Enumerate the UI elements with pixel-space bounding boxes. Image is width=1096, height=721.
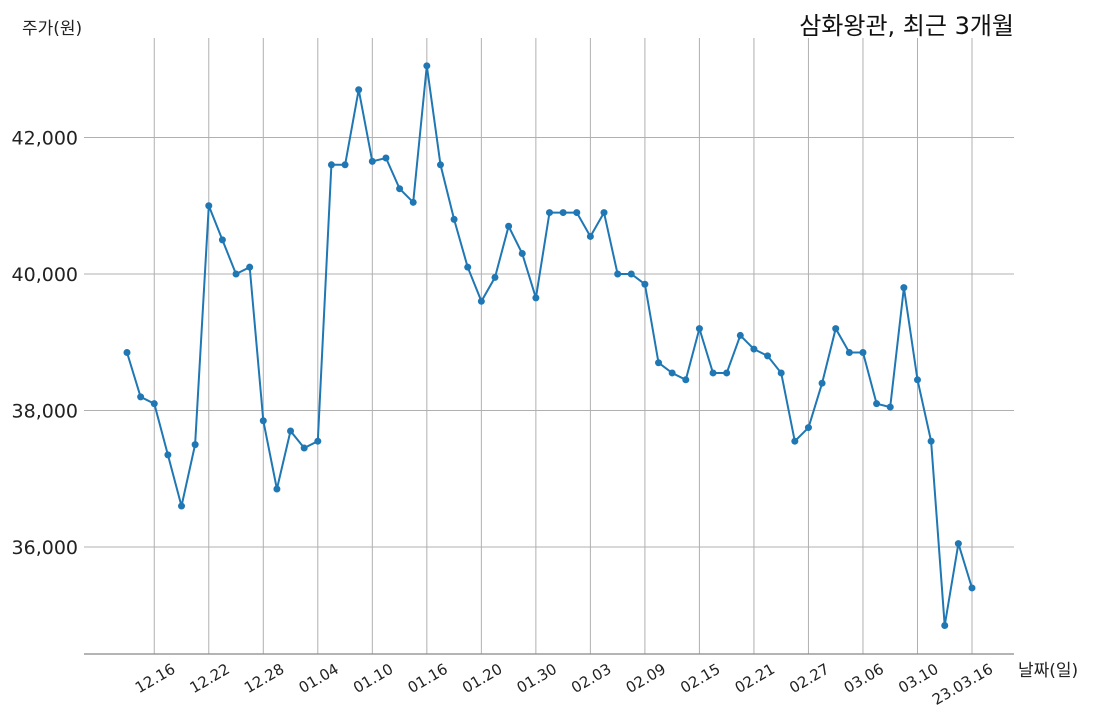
y-tick-label: 40,000 <box>12 264 78 286</box>
data-point <box>682 376 690 384</box>
data-point-markers <box>123 62 976 629</box>
data-point <box>723 369 731 377</box>
data-point <box>423 62 431 70</box>
x-tick-label: 01.30 <box>514 660 560 697</box>
data-point <box>818 379 826 387</box>
data-point <box>954 540 962 548</box>
data-point <box>655 359 663 367</box>
data-point <box>491 273 499 281</box>
data-point <box>586 232 594 240</box>
data-point <box>900 284 908 292</box>
data-point <box>627 270 635 278</box>
data-point <box>409 198 417 206</box>
data-point <box>191 441 199 449</box>
data-point <box>559 209 567 217</box>
data-point <box>464 263 472 271</box>
y-axis-label: 주가(원) <box>22 19 83 39</box>
data-point <box>546 209 553 217</box>
data-point <box>518 250 526 258</box>
data-point <box>709 369 717 377</box>
data-point <box>736 331 744 339</box>
data-point <box>232 270 240 278</box>
data-point <box>927 437 935 445</box>
data-point <box>218 236 226 244</box>
data-point <box>178 502 186 510</box>
y-axis-ticks: 36,000 38,000 40,000 42,000 <box>12 128 78 560</box>
y-tick-label: 42,000 <box>12 128 78 150</box>
data-point <box>804 424 812 432</box>
x-tick-label: 02.03 <box>568 660 614 697</box>
data-point <box>941 621 949 629</box>
data-point <box>273 485 281 493</box>
y-tick-label: 36,000 <box>12 537 78 559</box>
data-point <box>750 345 758 353</box>
data-point <box>668 369 676 377</box>
x-tick-label: 12.22 <box>187 660 233 697</box>
data-point <box>137 393 145 401</box>
data-point <box>259 417 267 425</box>
data-point <box>368 157 376 165</box>
x-tick-label: 01.16 <box>405 660 451 697</box>
x-axis-ticks: 12.16 12.22 12.28 01.04 01.10 01.16 01.20 01.30… <box>132 660 996 709</box>
data-point <box>777 369 785 377</box>
x-tick-label: 01.04 <box>296 660 342 697</box>
data-point <box>913 376 921 384</box>
data-point <box>164 451 172 459</box>
x-axis-label: 날짜(일) <box>1018 661 1079 681</box>
data-point <box>791 437 799 445</box>
data-point <box>764 352 772 360</box>
x-tick-label: 01.10 <box>350 660 396 697</box>
grid-lines <box>84 38 1014 654</box>
data-point <box>600 209 608 217</box>
data-point <box>859 348 867 356</box>
data-point <box>505 222 513 230</box>
data-point <box>477 297 485 305</box>
x-tick-label: 01.20 <box>459 660 505 697</box>
x-tick-label: 23.03.16 <box>929 660 996 709</box>
data-point <box>641 280 649 288</box>
x-tick-label: 02.27 <box>786 660 832 697</box>
data-point <box>573 209 581 217</box>
data-point <box>123 348 131 356</box>
x-tick-label: 12.28 <box>241 660 287 697</box>
data-point <box>968 584 976 592</box>
data-point <box>287 427 295 435</box>
price-line <box>126 65 973 626</box>
data-point <box>314 437 322 445</box>
data-point <box>150 400 158 408</box>
data-point <box>450 215 458 223</box>
data-point <box>886 403 894 411</box>
data-point <box>695 325 703 333</box>
data-point <box>246 263 254 271</box>
data-point <box>532 294 540 302</box>
data-point <box>832 325 840 333</box>
x-tick-label: 03.06 <box>841 660 887 697</box>
chart-title: 삼화왕관, 최근 3개월 <box>799 12 1014 40</box>
data-point <box>205 202 213 210</box>
data-point <box>300 444 308 452</box>
data-point <box>327 161 335 169</box>
data-point <box>382 154 390 162</box>
data-point <box>355 86 363 94</box>
y-tick-label: 38,000 <box>12 401 78 423</box>
data-point <box>614 270 622 278</box>
data-point <box>341 161 349 169</box>
x-tick-label: 12.16 <box>132 660 178 697</box>
data-point <box>436 161 444 169</box>
data-point <box>845 348 853 356</box>
x-tick-label: 02.15 <box>677 660 723 697</box>
data-point <box>873 400 881 408</box>
x-tick-label: 02.09 <box>623 660 669 697</box>
data-point <box>396 185 404 193</box>
x-tick-label: 02.21 <box>732 660 778 697</box>
